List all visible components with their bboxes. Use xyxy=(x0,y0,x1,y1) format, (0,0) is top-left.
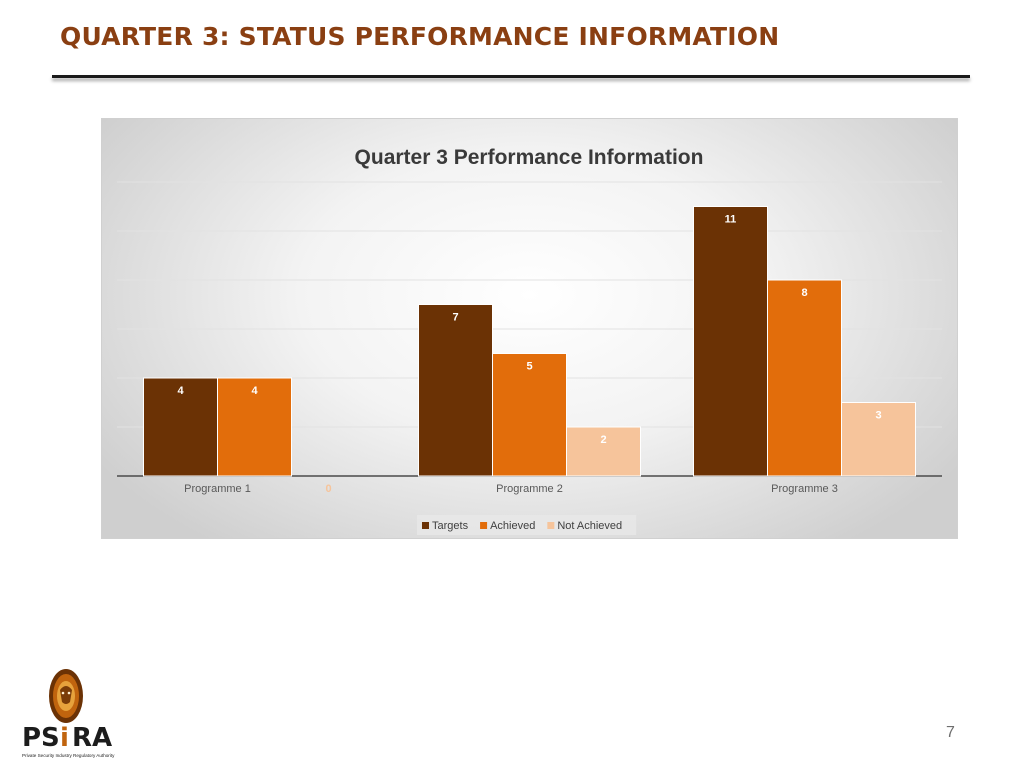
bar-not-achieved xyxy=(841,402,916,477)
legend-swatch xyxy=(422,522,429,529)
legend-label: Achieved xyxy=(490,520,535,532)
legend-label: Targets xyxy=(432,520,469,532)
svg-text:PS: PS xyxy=(22,723,60,753)
title-divider xyxy=(52,75,970,78)
bar-not-achieved xyxy=(566,426,641,477)
chart-title: Quarter 3 Performance Information xyxy=(355,146,704,169)
svg-text:i: i xyxy=(60,723,69,753)
lion-emblem-icon: PS i RA Private Security Industry Regula… xyxy=(22,669,115,758)
data-label: 2 xyxy=(600,434,606,446)
data-label: 0 xyxy=(325,483,331,495)
category-label: Programme 2 xyxy=(496,483,563,495)
bar-achieved xyxy=(492,353,567,477)
bar-targets xyxy=(693,206,768,477)
data-label: 4 xyxy=(251,385,258,397)
category-label: Programme 3 xyxy=(771,483,838,495)
legend-label: Not Achieved xyxy=(557,520,622,532)
data-label: 4 xyxy=(177,385,184,397)
legend-background xyxy=(417,515,637,535)
legend-swatch xyxy=(547,522,555,529)
chart-panel: Quarter 3 Performance Information 4 7 11 4 5… xyxy=(101,118,958,539)
svg-text:Private Security Industry Regu: Private Security Industry Regulatory Aut… xyxy=(22,753,115,758)
data-label: 5 xyxy=(526,361,532,373)
data-label: 7 xyxy=(452,312,458,324)
legend-swatch xyxy=(480,522,488,529)
data-label: 11 xyxy=(725,214,737,226)
page-number: 7 xyxy=(946,724,955,741)
bar-targets xyxy=(143,377,218,477)
bar-chart: Quarter 3 Performance Information 4 7 11 4 5… xyxy=(117,146,942,535)
data-label: 3 xyxy=(875,410,881,422)
psira-logo: PS i RA Private Security Industry Regula… xyxy=(20,666,120,762)
data-label: 8 xyxy=(801,287,807,299)
bar-achieved xyxy=(217,377,292,477)
category-label: Programme 1 xyxy=(184,483,251,495)
svg-text:RA: RA xyxy=(72,723,112,753)
bar-targets xyxy=(418,304,493,477)
bar-achieved xyxy=(767,279,842,477)
slide-title: QUARTER 3: STATUS PERFORMANCE INFORMATIO… xyxy=(60,22,780,51)
